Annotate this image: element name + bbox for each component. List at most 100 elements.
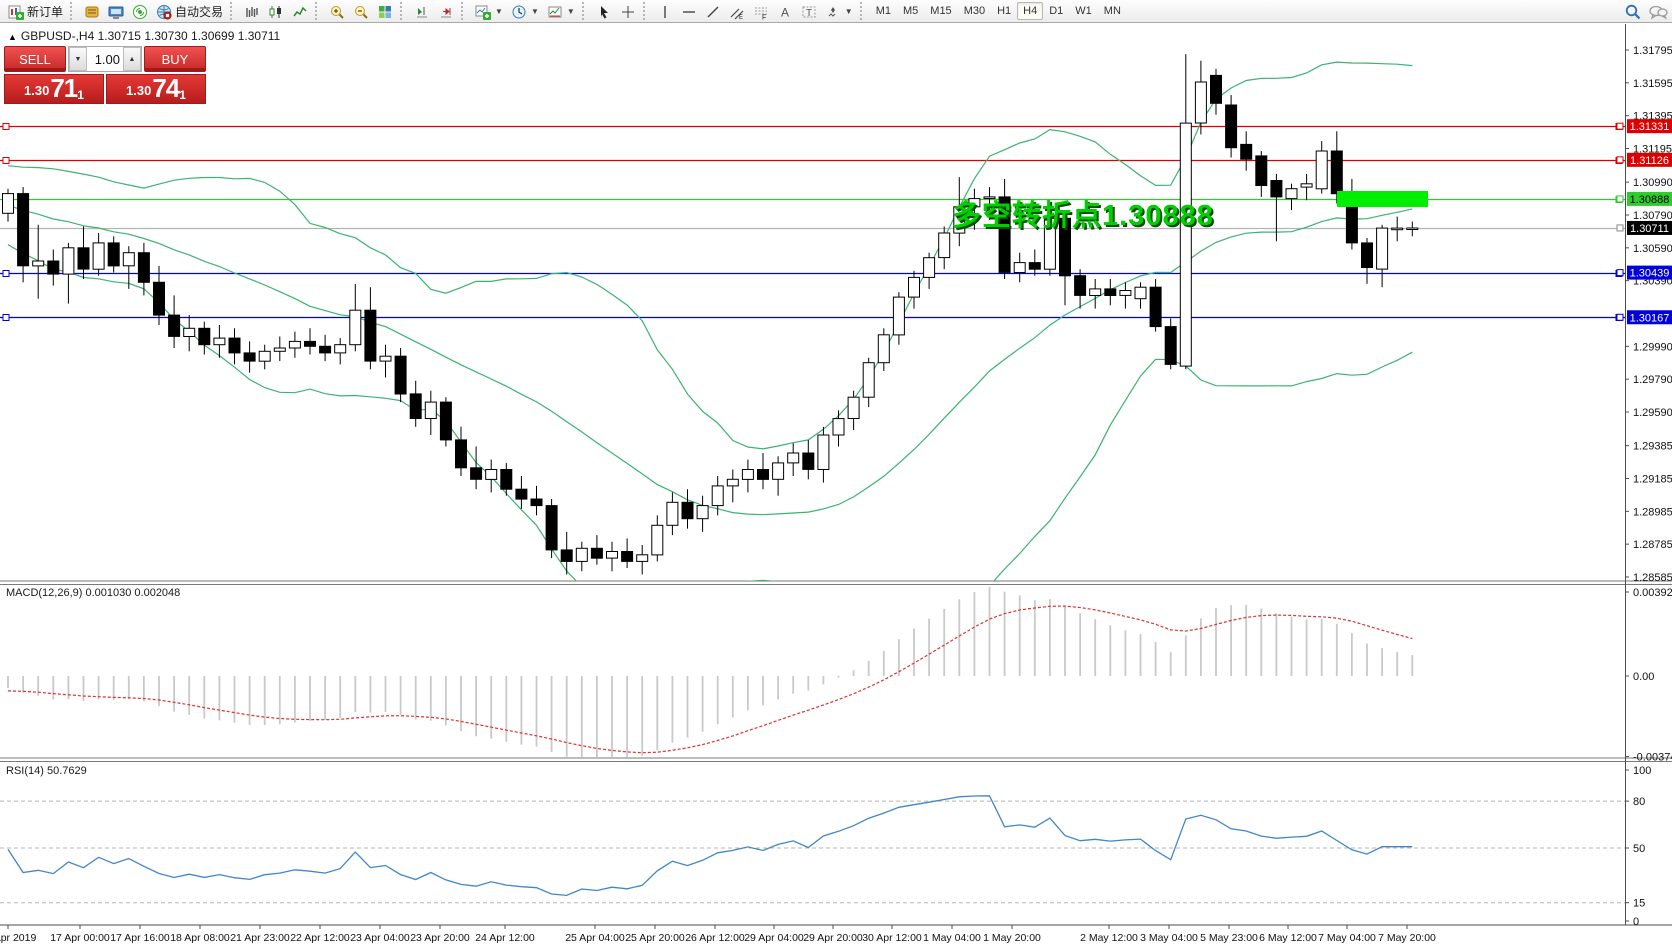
timeframe-mn-button[interactable]: MN [1103, 5, 1121, 17]
bull-candle [1285, 188, 1298, 200]
line-anchor[interactable] [1616, 224, 1624, 232]
bollinger-middle-band[interactable] [7, 204, 1413, 516]
bull-candle [1194, 81, 1207, 124]
auto-scroll-icon [438, 3, 454, 19]
line-handle[interactable] [2, 314, 10, 321]
arrows-button[interactable]: ▼ [821, 1, 857, 21]
sell-quote[interactable]: 1.30 71 1 [4, 74, 104, 104]
bear-candle [1028, 262, 1041, 270]
line-anchor[interactable] [1616, 269, 1624, 277]
main-price-panel[interactable] [0, 54, 1625, 627]
line-handle[interactable] [2, 157, 10, 164]
zoom-in-button[interactable] [325, 1, 349, 21]
channel-button[interactable]: E [725, 1, 749, 21]
chevron-down-icon[interactable]: ▼ [530, 6, 539, 16]
vertical-line-button[interactable] [653, 1, 677, 21]
terminal-button[interactable] [104, 1, 128, 21]
journal-button[interactable] [80, 1, 104, 21]
line-handle[interactable] [2, 270, 10, 277]
price-tick-label: 1.29990 [1633, 341, 1672, 353]
signals-button[interactable] [128, 1, 152, 21]
bull-candle [379, 355, 392, 362]
sell-price-sup: 1 [77, 88, 84, 102]
bull-candle [1089, 288, 1102, 296]
timeframe-h4-button[interactable]: H4 [1017, 2, 1044, 20]
time-tick-label: 5 May 23:00 [1200, 932, 1258, 944]
new-order-button[interactable]: 新订单 [4, 1, 67, 22]
chart-collapse-icon[interactable]: ▲ [8, 32, 17, 42]
community-button[interactable] [1644, 1, 1668, 21]
bull-candle [2, 193, 14, 214]
zoom-out-button[interactable] [349, 1, 373, 21]
chart-text-annotation[interactable]: 多空转折点1.30888 [952, 200, 1214, 232]
volume-up-button[interactable]: ▲ [123, 47, 141, 71]
timeframe-m1-button[interactable]: M1 [875, 5, 891, 17]
new-order-button-label: 新订单 [27, 4, 64, 19]
bear-candle [1104, 288, 1117, 296]
search-button[interactable] [1620, 1, 1644, 21]
bear-candle [1074, 275, 1087, 296]
macd-panel[interactable] [7, 586, 1414, 759]
price-tick-label: 1.30990 [1633, 177, 1672, 189]
price-level-badge-text: 1.30888 [1630, 194, 1670, 206]
volume-value[interactable]: 1.00 [94, 51, 120, 67]
bollinger-upper-band[interactable] [7, 61, 1413, 450]
chevron-down-icon[interactable]: ▼ [566, 6, 575, 16]
price-tick-label: 1.29385 [1633, 441, 1672, 453]
highlight-rectangle[interactable] [1337, 191, 1428, 207]
time-tick-label: 23 Apr 04:00 [350, 932, 410, 944]
periods-button[interactable]: ▼ [507, 1, 543, 21]
timeframe-m30-button[interactable]: M30 [963, 5, 986, 17]
bear-candle [17, 193, 30, 267]
line-handle[interactable] [2, 123, 10, 130]
rsi-tick-label: 0 [1633, 916, 1639, 928]
rsi-panel[interactable] [0, 795, 1625, 904]
bull-candle [847, 396, 860, 420]
text-label-button[interactable]: T [797, 1, 821, 21]
price-level-badge-text: 1.31331 [1630, 121, 1670, 133]
templates-button[interactable]: ▼ [543, 1, 579, 21]
timeframe-h1-button[interactable]: H1 [997, 5, 1012, 17]
buy-button[interactable]: BUY [144, 46, 206, 72]
terminal-icon [108, 3, 124, 19]
indicators-button[interactable]: ▼ [471, 1, 507, 21]
line-anchor[interactable] [1616, 122, 1624, 130]
bollinger-lower-band[interactable] [7, 244, 1413, 627]
chevron-down-icon[interactable]: ▼ [495, 6, 503, 16]
bull-candle [606, 551, 618, 559]
price-level-badge [1627, 152, 1672, 167]
horizontal-line-button[interactable] [677, 1, 701, 21]
bear-candle [1059, 217, 1071, 277]
cursor-button[interactable] [592, 1, 616, 21]
auto-scroll-button[interactable] [434, 1, 458, 21]
label-icon: T [801, 3, 817, 19]
crosshair-button[interactable] [616, 1, 640, 21]
timeframe-m5-button[interactable]: M5 [903, 5, 919, 17]
line-anchor[interactable] [1616, 313, 1624, 321]
volume-down-button[interactable]: ▼ [69, 47, 87, 71]
bear-candle [153, 281, 165, 316]
timeframe-w1-button[interactable]: W1 [1075, 5, 1092, 17]
timeframe-m15-button[interactable]: M15 [930, 5, 952, 17]
bar-chart-button[interactable] [240, 1, 264, 21]
timeframe-d1-button[interactable]: D1 [1049, 5, 1064, 17]
bear-candle [47, 260, 60, 275]
trendline-button[interactable] [701, 1, 725, 21]
text-button[interactable]: A [773, 1, 797, 21]
tile-windows-button[interactable] [373, 1, 397, 21]
line-chart-button[interactable] [288, 1, 312, 21]
buy-quote[interactable]: 1.30 74 1 [106, 74, 206, 104]
autotrading-button[interactable]: 自动交易 [152, 1, 227, 22]
sell-button[interactable]: SELL [4, 46, 66, 72]
price-axis[interactable]: 1.317951.315951.313951.311951.309901.307… [1616, 45, 1672, 928]
chevron-down-icon[interactable]: ▼ [844, 6, 853, 16]
candle-chart-button[interactable] [264, 1, 288, 21]
line-anchor[interactable] [1616, 195, 1624, 203]
chart-shift-button[interactable] [410, 1, 434, 21]
bull-candle [666, 501, 679, 526]
time-tick-label: 1 May 20:00 [983, 932, 1041, 944]
line-anchor[interactable] [1616, 156, 1624, 164]
fibonacci-button[interactable]: F [749, 1, 773, 21]
